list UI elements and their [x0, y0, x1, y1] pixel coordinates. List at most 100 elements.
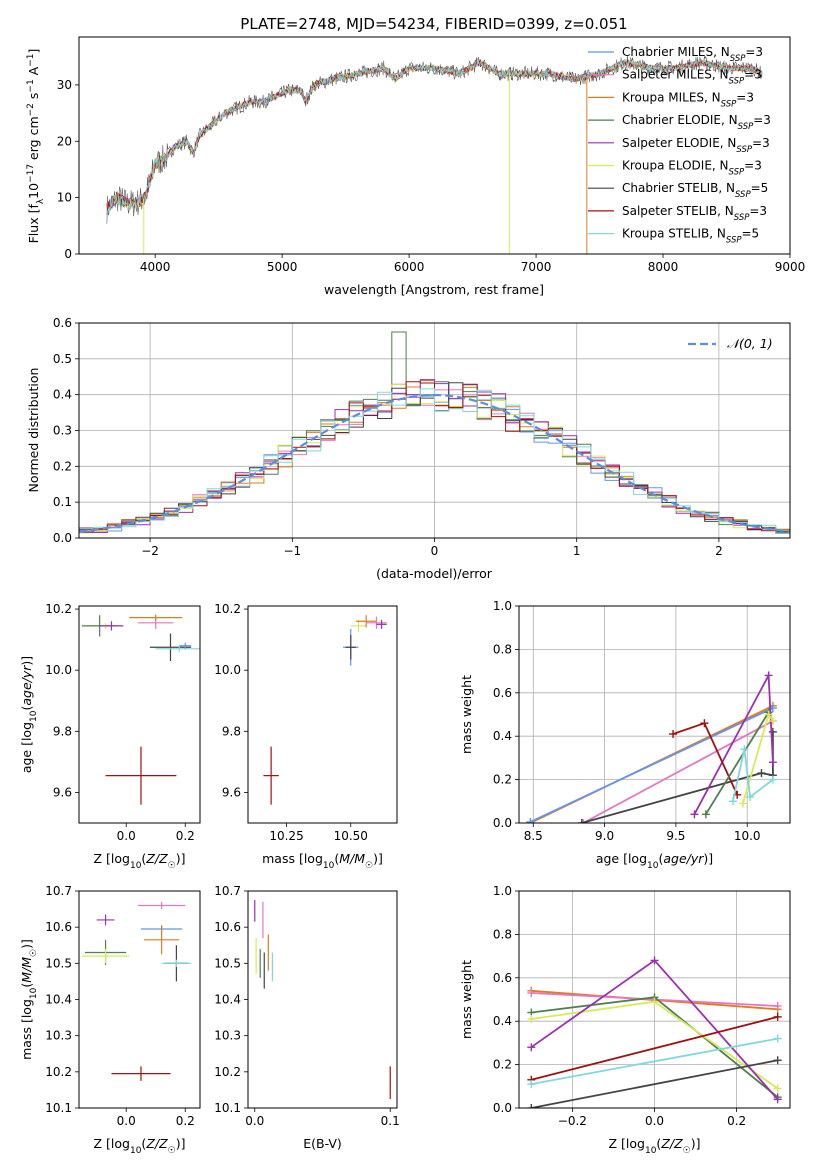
label-part: age [log — [19, 722, 34, 773]
y-tick-label: 0.2 — [493, 1058, 512, 1072]
y-tick-label: 0 — [64, 247, 72, 261]
legend-subscript: SSP — [736, 145, 752, 155]
y-tick-label: 10.4 — [214, 993, 241, 1007]
axes-frame — [518, 890, 791, 1109]
x-tick-label: 0.0 — [117, 829, 136, 843]
legend-entry: Salpeter STELIB, NSSP=3 — [622, 204, 767, 223]
legend-text: Salpeter STELIB, N — [622, 204, 734, 218]
legend-entry: 𝒩(0, 1) — [727, 336, 773, 351]
y-tick-label: 10.5 — [45, 956, 72, 970]
x-tick-label: 8000 — [648, 260, 679, 274]
label-part: ( — [658, 851, 663, 866]
x-tick-label: 0.0 — [645, 1114, 664, 1128]
y-tick-label: 0.6 — [493, 971, 512, 985]
legend-suffix: =3 — [744, 159, 762, 173]
weight-line-chabrier-elodie — [705, 711, 770, 815]
y-tick-label: 0.5 — [53, 352, 72, 366]
label-part: )] — [176, 851, 186, 866]
label-part: −1 — [26, 54, 36, 67]
y-tick-label: 9.8 — [53, 724, 72, 738]
legend-subscript: SSP — [735, 190, 751, 200]
label-part: −17 — [26, 164, 36, 183]
mass-vs-extinction-panel: 0.0 0.1 10.1 10.2 10.3 10.4 10.5 10.6 10.7 E(B-V) — [214, 884, 399, 1151]
mass-vs-metallicity-panel: 0.0 0.2 10.1 10.2 10.3 10.4 10.5 10.6 10.7 Z [log… — [19, 884, 201, 1156]
legend-entry: Kroupa ELODIE, NSSP=3 — [622, 159, 762, 178]
label-part: age/yr — [19, 665, 34, 706]
plot-area — [254, 900, 391, 1099]
legend-subscript: SSP — [734, 213, 750, 223]
x-tick-label: 0.1 — [381, 1114, 400, 1128]
y-tick-label: 0.2 — [53, 459, 72, 473]
legend-subscript: SSP — [730, 54, 746, 64]
spectrum-panel: 4000 5000 6000 7000 8000 9000 0 10 20 30 wavelengt… — [26, 36, 806, 297]
label-part: M/M — [339, 851, 365, 866]
label-part: ( — [334, 851, 339, 866]
label-part: )] — [19, 656, 34, 666]
legend-suffix: =5 — [751, 181, 769, 195]
label-part: ☉ — [168, 1146, 176, 1156]
legend-subscript: SSP — [726, 236, 742, 246]
weight-line-salpeter-miles — [582, 720, 774, 823]
x-tick-label: 8.5 — [524, 829, 543, 843]
x-axis-label: mass [log10(M/M☉)] — [262, 851, 383, 871]
legend-text: Salpeter MILES, N — [622, 68, 729, 82]
weight-line-salpeter-elodie — [693, 672, 774, 815]
label-part: ] — [26, 49, 41, 54]
x-axis-label: E(B-V) — [303, 1136, 342, 1151]
spectrum-kroupa-stelib — [106, 58, 763, 214]
y-tick-label: 1.0 — [493, 599, 512, 613]
y-tick-label: 0.1 — [53, 495, 72, 509]
x-tick-label: 9.0 — [595, 829, 614, 843]
x-tick-label: 2 — [715, 544, 723, 558]
y-tick-label: 0.8 — [493, 642, 512, 656]
label-part: Flux [f — [26, 204, 41, 244]
label-part: 10 — [323, 861, 335, 871]
label-part: ☉ — [683, 1146, 691, 1156]
x-tick-label: 9000 — [775, 260, 806, 274]
figure-title: PLATE=2748, MJD=54234, FIBERID=0399, z=0… — [240, 15, 627, 33]
legend-subscript: SSP — [729, 77, 745, 87]
label-part: ( — [141, 1136, 146, 1151]
x-tick-label: −1 — [283, 544, 301, 558]
label-part: ( — [19, 706, 34, 711]
label-part: Z [log — [94, 851, 130, 866]
x-axis-label: wavelength [Angstrom, rest frame] — [324, 282, 544, 297]
label-part: mass [log — [19, 999, 34, 1060]
x-tick-label: 4000 — [140, 260, 171, 274]
label-part: Z/Z — [660, 1136, 683, 1151]
plot-area — [106, 55, 763, 254]
x-tick-label: 10.50 — [334, 829, 368, 843]
label-part: λ — [36, 198, 46, 204]
y-tick-label: 1.0 — [493, 884, 512, 898]
axes-frame — [78, 36, 791, 255]
age-vs-metallicity-panel: 0.0 0.29.69.810.010.2Z [log10(Z/Z☉)]age [… — [19, 602, 201, 871]
y-tick-label: 9.6 — [53, 785, 72, 799]
normal-curve — [79, 393, 790, 533]
legend-entry: Salpeter MILES, NSSP=3 — [622, 68, 762, 87]
y-tick-label: 10.0 — [214, 663, 241, 677]
spectrum-chabrier-stelib — [106, 55, 763, 224]
label-part: M/M — [19, 957, 34, 983]
y-tick-label: 10.1 — [45, 1101, 72, 1115]
legend-entry: Kroupa MILES, NSSP=3 — [622, 90, 754, 109]
label-part: ( — [19, 983, 34, 988]
label-part: ☉ — [365, 861, 373, 871]
label-part: )] — [373, 851, 383, 866]
legend-text: Chabrier ELODIE, N — [622, 113, 738, 127]
legend-entry: Salpeter ELODIE, NSSP=3 — [622, 136, 770, 155]
label-part: ( — [141, 851, 146, 866]
legend-entry: Chabrier ELODIE, NSSP=3 — [622, 113, 771, 132]
legend-subscript: SSP — [729, 168, 745, 178]
plot-area — [81, 614, 200, 805]
plot-area — [263, 615, 387, 805]
weight-line-kroupa-stelib — [531, 1037, 778, 1085]
y-tick-label: 20 — [57, 134, 72, 148]
legend-suffix: =3 — [736, 90, 754, 104]
label-part: )] — [703, 851, 713, 866]
axes-frame — [518, 605, 791, 824]
y-tick-label: 30 — [57, 78, 72, 92]
x-tick-label: 9.5 — [666, 829, 685, 843]
legend-suffix: =3 — [749, 204, 767, 218]
label-part: Z/Z — [145, 851, 168, 866]
label-part: 10 — [645, 1146, 657, 1156]
